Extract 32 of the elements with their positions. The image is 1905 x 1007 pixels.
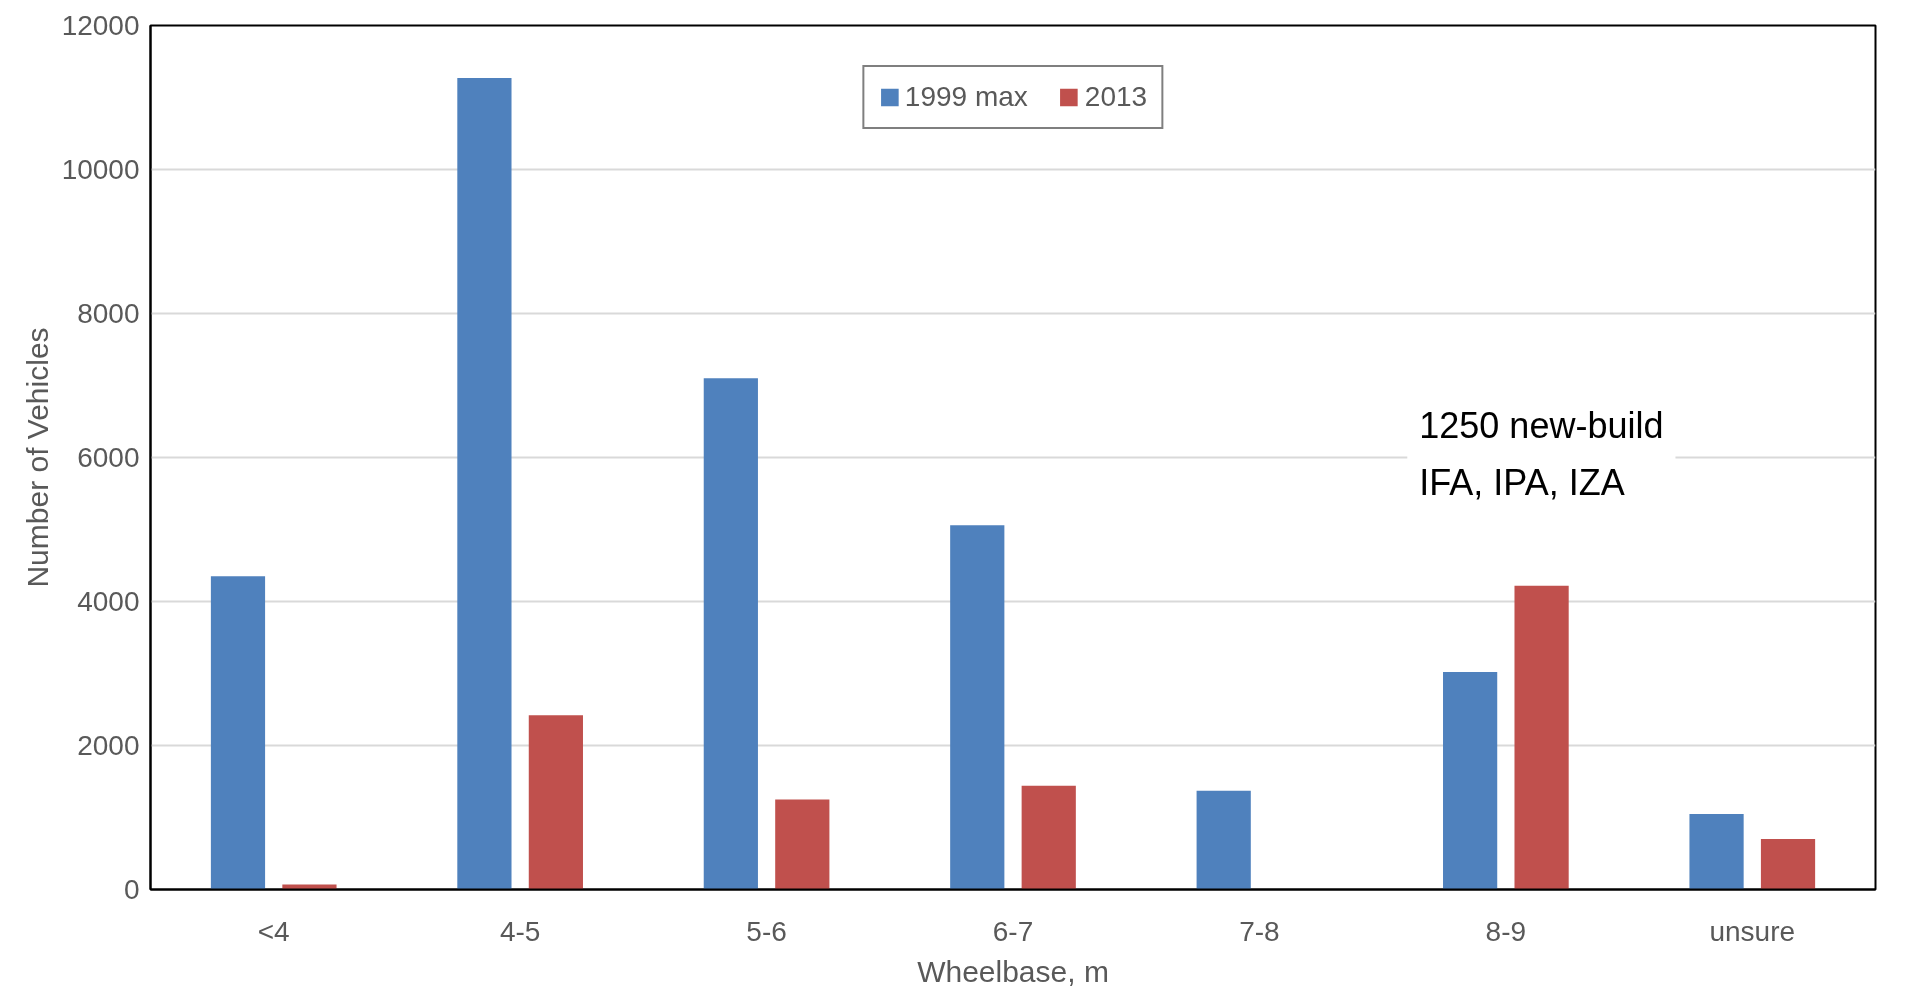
x-tick-label: 4-5 <box>499 915 541 947</box>
y-axis-title: Number of Vehicles <box>20 327 54 588</box>
bar <box>1760 839 1816 890</box>
annotation: 1250 new-build IFA, IPA, IZA <box>1419 404 1664 504</box>
bar <box>1443 672 1498 890</box>
bar <box>1514 585 1569 890</box>
x-axis-title: Wheelbase, m <box>917 954 1109 988</box>
y-tick-label: 12000 <box>61 10 140 41</box>
bar <box>1689 813 1744 890</box>
x-tick-label: <4 <box>257 915 290 947</box>
legend-label: 2013 <box>1084 81 1148 113</box>
x-tick-label: unsure <box>1709 915 1796 947</box>
x-tick-label: 8-9 <box>1485 915 1527 947</box>
x-tick-label: 6-7 <box>992 915 1034 947</box>
bar <box>1196 790 1251 890</box>
legend-label: 1999 max <box>904 81 1028 113</box>
bar <box>775 799 830 890</box>
y-tick-label: 2000 <box>77 730 140 761</box>
y-tick-label: 6000 <box>77 442 140 473</box>
bar <box>703 378 758 890</box>
bar <box>457 78 512 890</box>
y-tick-label: 10000 <box>61 154 140 185</box>
bar <box>282 884 337 890</box>
y-tick-label: 8000 <box>77 298 140 329</box>
x-tick-label: 7-8 <box>1239 915 1280 947</box>
bar <box>1021 785 1076 890</box>
y-tick-label: 0 <box>123 874 140 905</box>
bar <box>528 715 583 890</box>
bar <box>210 576 266 890</box>
y-tick-label: 4000 <box>77 586 140 617</box>
x-tick-label: 5-6 <box>746 915 787 947</box>
bar <box>950 525 1005 890</box>
